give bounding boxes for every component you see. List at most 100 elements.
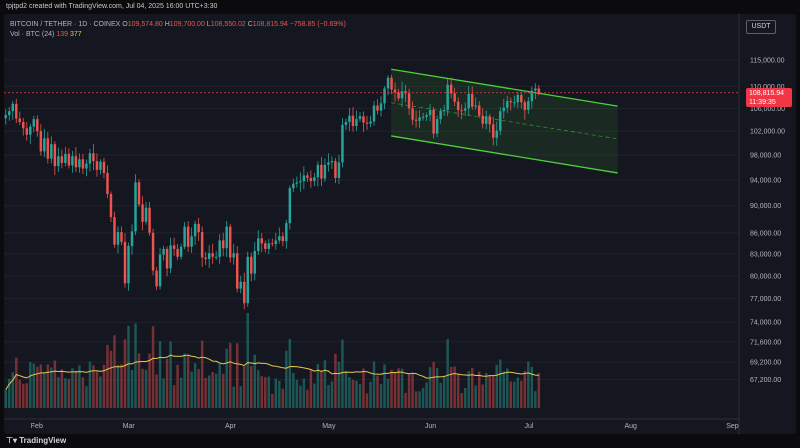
candle-body (46, 138, 50, 159)
volume-bar (228, 343, 232, 408)
candle-body (456, 101, 460, 111)
high-label: H (164, 21, 170, 28)
candle-body (197, 223, 200, 233)
low-label: L (206, 21, 211, 28)
volume-bar (288, 339, 292, 408)
volume-ma-value: 377 (69, 31, 82, 38)
time-tick-label: Mar (123, 423, 136, 430)
volume-bar (463, 387, 467, 408)
last-price-badge: 108,815.94 11:39:35 (746, 87, 792, 107)
candle-body (165, 248, 169, 269)
candle-body (309, 177, 313, 182)
volume-bar (520, 380, 523, 408)
tradingview-logo[interactable]: ⊤▾ TradingView (6, 436, 66, 445)
volume-bar (299, 385, 302, 408)
volume-bar (50, 367, 53, 408)
candle-body (439, 111, 442, 120)
tv-mark-icon: ⊤▾ (6, 436, 20, 445)
candle-body (330, 161, 334, 163)
volume-bar (292, 372, 295, 408)
close-label: C (247, 21, 253, 28)
volume-bar (351, 379, 355, 408)
candle-body (446, 84, 449, 111)
volume-bar (183, 353, 186, 408)
symbol-label: BITCOIN / TETHER · 1D · COINEX (10, 21, 121, 28)
candle-body (71, 156, 74, 166)
volume-bar (278, 380, 281, 408)
candle-body (411, 108, 414, 120)
change-value: −758.85 (−0.69%) (289, 21, 346, 28)
candle-body (148, 207, 151, 233)
candle-body (92, 153, 95, 162)
candle-body (523, 102, 527, 111)
chart-panel[interactable]: 115,000.00 110,000.00 106,000.00 102,000.00… (4, 14, 796, 434)
candle-body (520, 95, 523, 103)
volume-bar (67, 379, 71, 408)
volume-bar (172, 385, 176, 408)
candle-body (323, 164, 327, 179)
volume-bar (22, 383, 25, 408)
attribution-bar: tpjtpd2 created with TradingView.com, Ju… (0, 0, 800, 14)
volume-bar (407, 374, 411, 408)
volume-bar (193, 363, 197, 408)
price-tick-label: 86,000.00 (750, 230, 781, 237)
candle-body (428, 110, 432, 116)
volume-bar (355, 380, 358, 408)
volume-bar (214, 373, 218, 408)
attribution-text: tpjtpd2 created with TradingView.com, Ju… (6, 3, 218, 10)
volume-bar (197, 369, 200, 408)
volume-bar (204, 377, 207, 408)
volume-bar (71, 368, 74, 408)
candle-body (253, 251, 256, 274)
candlestick-chart[interactable]: 115,000.00 110,000.00 106,000.00 102,000.00… (4, 14, 796, 434)
volume-bar (141, 368, 144, 408)
time-tick-label: Jun (425, 423, 436, 430)
candle-body (218, 240, 221, 257)
time-tick-label: Apr (225, 423, 237, 430)
price-tick-label: 74,000.00 (750, 320, 781, 327)
candle-body (418, 117, 421, 121)
volume-label: Vol · BTC (24) (10, 31, 55, 38)
volume-bar (316, 364, 320, 408)
candle-body (130, 231, 134, 247)
candle-body (123, 241, 127, 284)
volume-bar (435, 368, 439, 408)
candle-body (179, 246, 183, 257)
volume-bar (253, 354, 256, 408)
currency-button[interactable]: USDT (746, 20, 776, 34)
candle-body (495, 130, 498, 138)
volume-bar (81, 377, 85, 408)
candle-body (477, 105, 481, 116)
candle-body (204, 257, 207, 259)
volume-bar (285, 350, 288, 408)
candle-body (102, 161, 106, 173)
volume-bar (334, 353, 337, 408)
candle-body (502, 107, 505, 112)
candle-body (141, 204, 144, 222)
volume-bar (257, 370, 260, 408)
volume-bar (534, 391, 537, 408)
candle-body (109, 193, 113, 218)
close-value: 108,815.94 (252, 21, 288, 28)
volume-bar (513, 381, 516, 408)
candle-body (348, 115, 351, 122)
candle-body (369, 121, 372, 124)
volume-bar (527, 361, 530, 408)
channel-upper-line (391, 68, 618, 107)
candle-body (221, 240, 225, 249)
volume-bar (148, 353, 151, 408)
candle-body (186, 226, 190, 247)
volume-bar (460, 393, 463, 408)
time-tick-label: Aug (624, 423, 637, 430)
candle-body (506, 101, 509, 108)
volume-bar (11, 372, 14, 408)
volume-bar (404, 392, 407, 408)
volume-bar (74, 370, 78, 408)
volume-bar (421, 387, 425, 408)
candle-body (18, 118, 22, 122)
volume-bar (530, 366, 534, 408)
volume-bar (425, 382, 428, 408)
candle-body (11, 103, 14, 112)
channel-midline (391, 102, 618, 140)
candle-body (393, 89, 397, 93)
